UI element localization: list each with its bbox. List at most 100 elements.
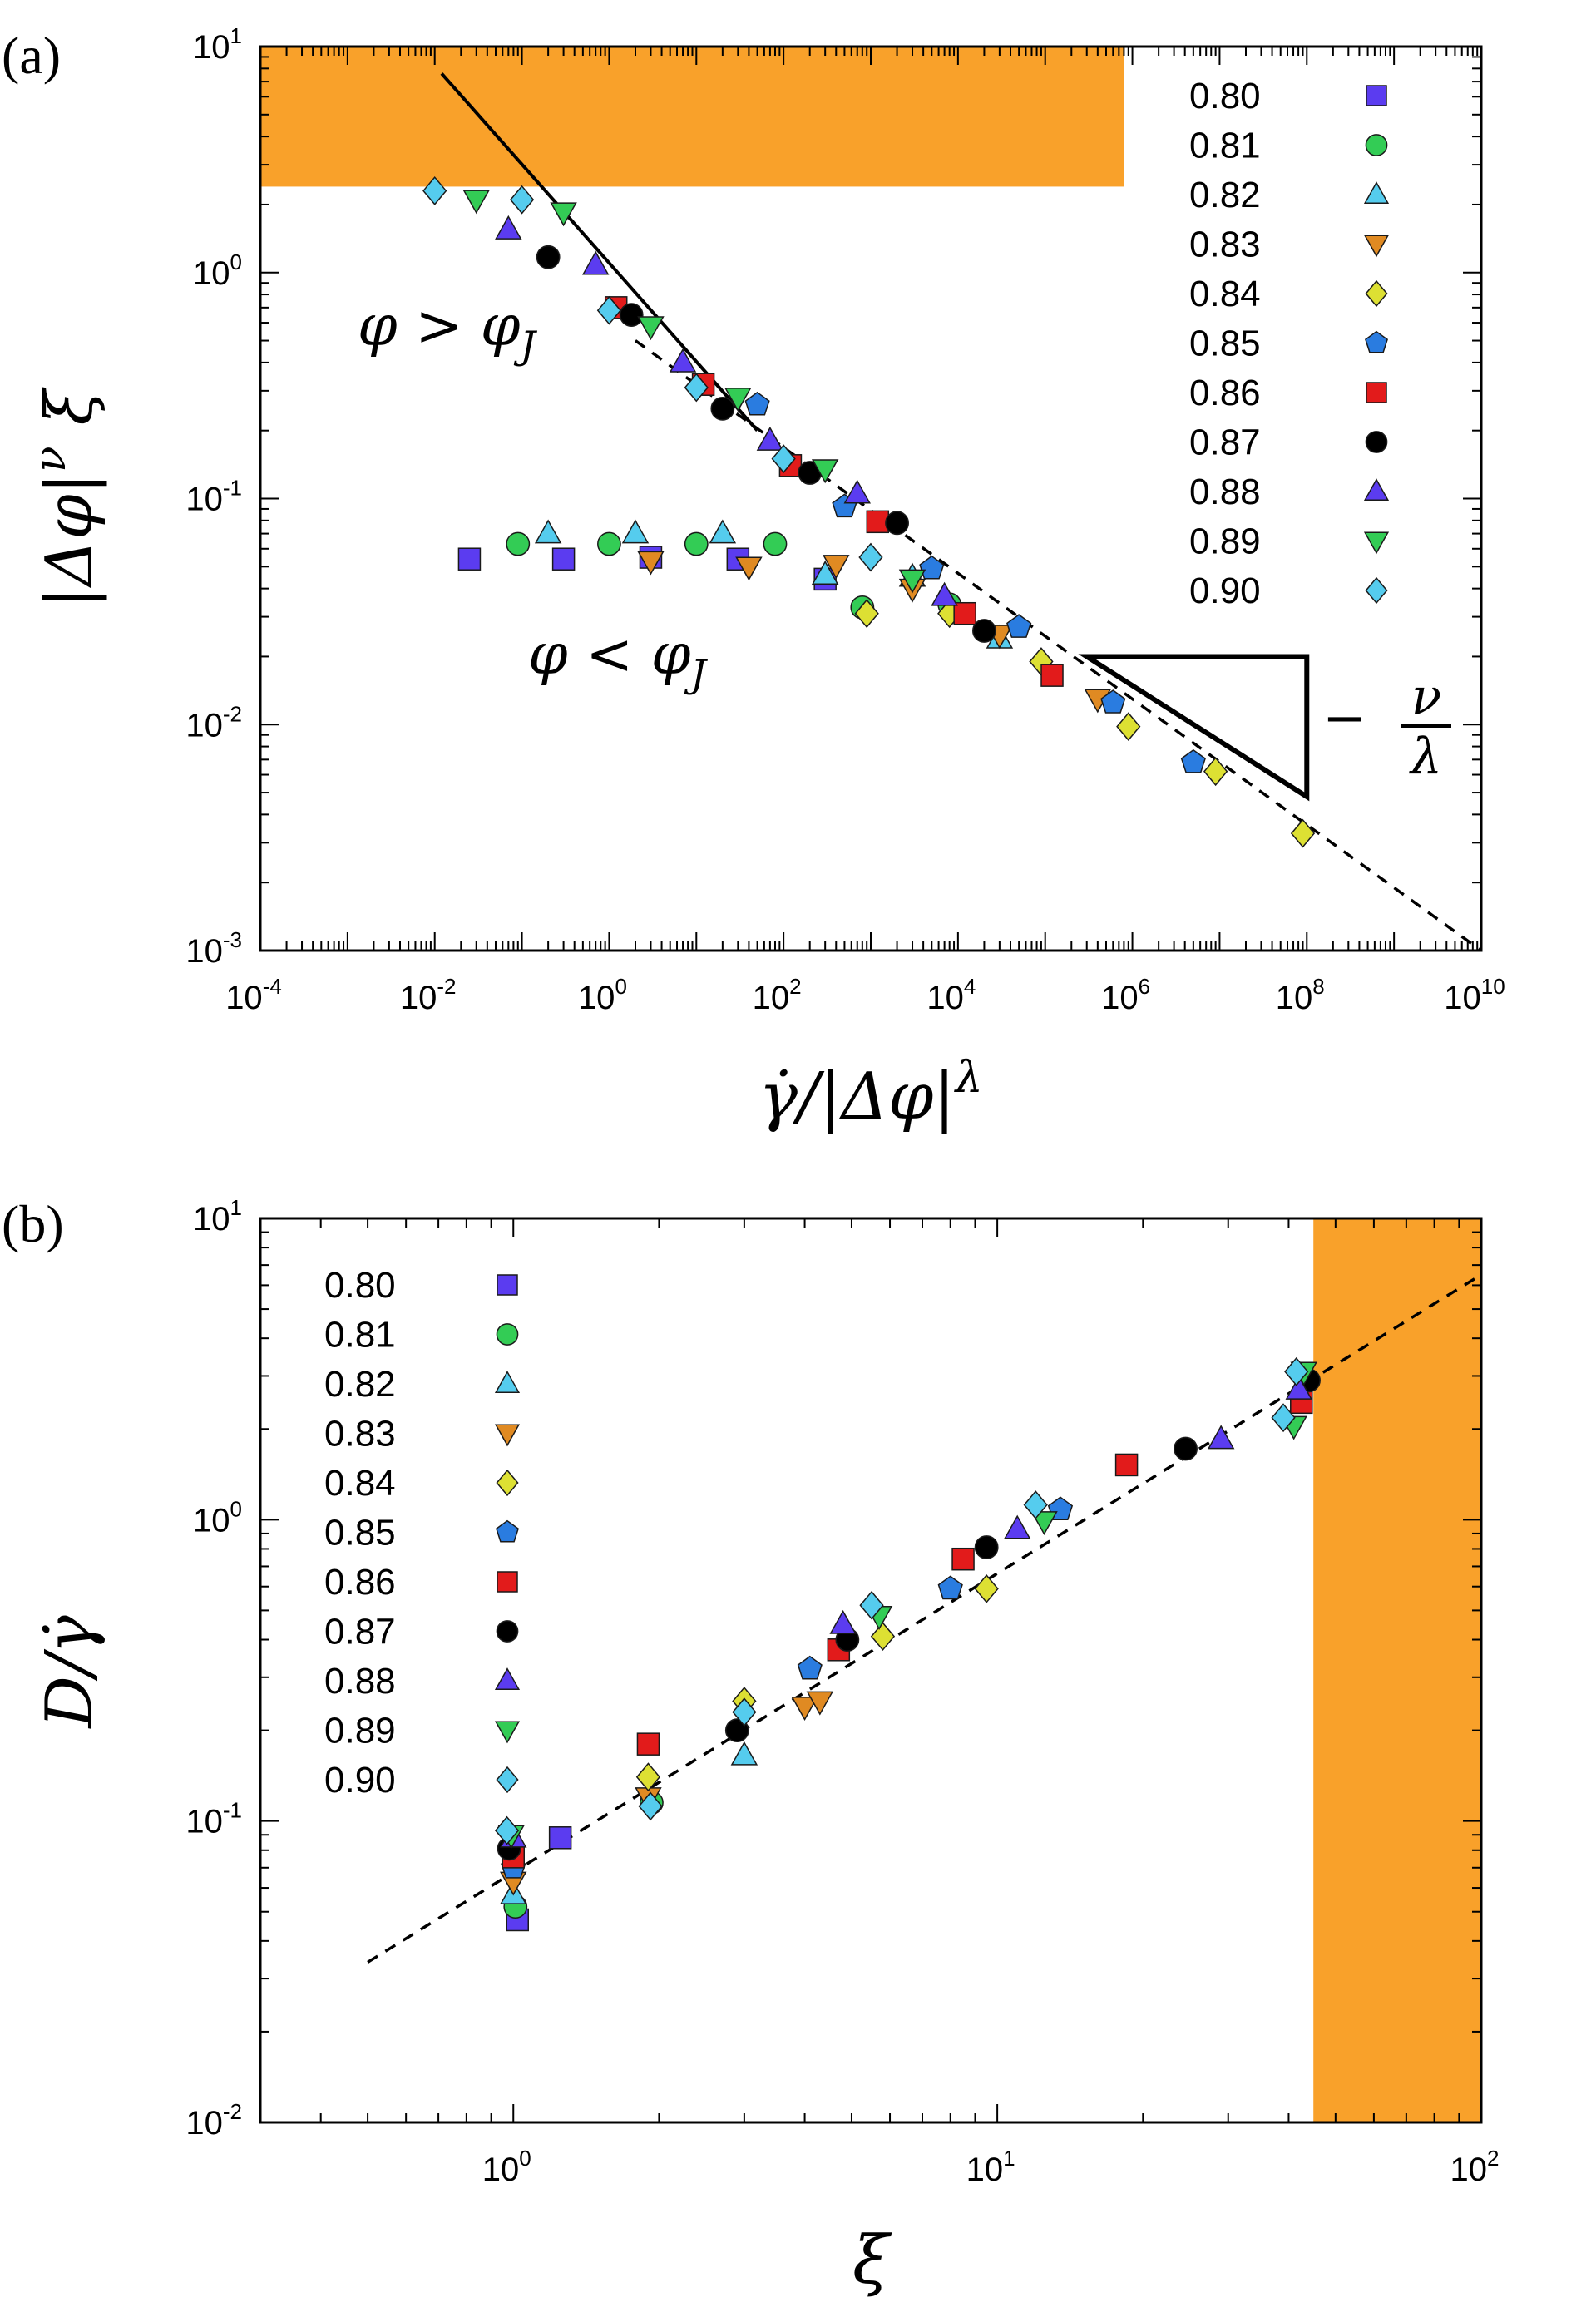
legend-marker xyxy=(494,1721,521,1744)
series-0.84 xyxy=(854,599,1316,848)
y-tick-label: 10-2 xyxy=(185,2099,242,2141)
data-point xyxy=(536,245,561,269)
x-tick-label: 1010 xyxy=(1444,974,1505,1016)
data-point xyxy=(669,348,697,373)
x-axis-label-b: ξ xyxy=(852,2221,892,2299)
legend-label: 0.86 xyxy=(1189,373,1261,413)
data-point xyxy=(1285,1375,1313,1400)
data-point xyxy=(732,1697,757,1727)
legend-marker xyxy=(496,1766,519,1794)
panel-a: (a) 10-4 10-2 100 102 104 106 108 1010 10-3 10-2… xyxy=(2,23,1505,1134)
series-0.89 xyxy=(462,190,926,594)
x-tick-label: 100 xyxy=(578,974,627,1016)
y-tick-label: 10-1 xyxy=(185,1798,242,1840)
data-point xyxy=(1271,1403,1296,1433)
data-point xyxy=(1203,757,1228,787)
y-tick-label: 10-2 xyxy=(185,701,242,743)
data-point xyxy=(756,426,784,451)
svg-text:ν: ν xyxy=(1411,668,1441,726)
data-point xyxy=(771,444,796,474)
legend-label: 0.88 xyxy=(1189,472,1261,512)
legend-label: 0.80 xyxy=(324,1265,396,1306)
legend-marker xyxy=(1366,85,1387,106)
series-0.88 xyxy=(495,215,958,606)
x-tick-label: 10-2 xyxy=(400,974,457,1016)
legend-label: 0.87 xyxy=(324,1612,396,1652)
svg-text:λ: λ xyxy=(1409,728,1442,786)
data-point xyxy=(763,531,788,556)
data-point xyxy=(457,547,482,571)
series-0.83 xyxy=(500,1691,834,1896)
data-point xyxy=(597,531,621,556)
data-point xyxy=(494,1815,520,1845)
legend-label: 0.87 xyxy=(1189,422,1261,463)
legend-marker xyxy=(1366,382,1387,403)
series-0.82 xyxy=(500,1741,758,1904)
legend-label: 0.80 xyxy=(1189,76,1261,116)
data-points-b xyxy=(494,1356,1321,1932)
data-point xyxy=(730,1741,758,1766)
legend-marker xyxy=(1365,330,1388,353)
data-point xyxy=(972,619,996,643)
legend-marker xyxy=(496,1620,519,1643)
data-point xyxy=(931,581,958,606)
legend-label: 0.89 xyxy=(1189,521,1261,562)
data-point xyxy=(621,519,650,544)
x-tick-label: 104 xyxy=(926,974,976,1016)
series-0.90 xyxy=(494,1356,1309,1845)
legend-label: 0.88 xyxy=(324,1661,396,1702)
x-tick-labels-a: 10-4 10-2 100 102 104 106 108 1010 xyxy=(225,974,1505,1016)
series-0.83 xyxy=(637,551,1112,714)
legend-label: 0.83 xyxy=(324,1414,396,1455)
legend-label: 0.89 xyxy=(324,1711,396,1751)
legend-marker xyxy=(497,1274,518,1296)
y-tick-label: 100 xyxy=(193,1496,242,1539)
x-tick-label: 102 xyxy=(753,974,802,1016)
data-point xyxy=(1290,818,1316,848)
data-point xyxy=(637,551,665,576)
x-tick-labels-b: 100 101 102 xyxy=(482,2146,1500,2188)
data-point xyxy=(823,555,850,580)
series-0.90 xyxy=(422,176,883,572)
legend-label: 0.85 xyxy=(324,1513,396,1554)
legend-label: 0.81 xyxy=(1189,126,1261,166)
data-point xyxy=(854,599,879,629)
data-point xyxy=(724,388,752,412)
y-tick-label: 101 xyxy=(193,23,242,66)
data-point xyxy=(744,391,770,416)
data-point xyxy=(1114,1453,1139,1477)
data-point xyxy=(619,303,644,327)
shaded-rect xyxy=(1313,1218,1481,2122)
data-point xyxy=(953,601,976,625)
series-0.87 xyxy=(536,245,996,643)
data-point xyxy=(898,569,926,594)
legend-label: 0.90 xyxy=(1189,571,1261,611)
data-point xyxy=(684,373,709,403)
data-point xyxy=(1180,748,1206,773)
y-tick-label: 100 xyxy=(193,249,242,292)
legend-label: 0.85 xyxy=(1189,324,1261,364)
data-point xyxy=(1030,1511,1058,1536)
svg-text:−: − xyxy=(1322,688,1367,749)
series-0.85 xyxy=(744,391,1206,773)
y-tick-labels-b: 10-2 10-1 100 101 xyxy=(185,1195,242,2141)
data-point xyxy=(859,1590,884,1620)
svg-text:D/γ̇: D/γ̇ xyxy=(32,1615,107,1730)
x-tick-label: 10-4 xyxy=(225,974,282,1016)
data-point xyxy=(1023,1490,1048,1519)
legend-marker xyxy=(1365,279,1388,308)
legend-b: 0.80 0.81 0.82 0.83 0.84 0.85 0.86 0.87 0.88 0.89… xyxy=(324,1265,521,1801)
dashed-guide-line xyxy=(634,339,1483,952)
data-point xyxy=(1207,1425,1235,1450)
legend-marker xyxy=(496,1323,519,1346)
annotation-phi-gt-phiJ: φ > φJ xyxy=(358,294,537,368)
legend-marker xyxy=(1363,235,1390,258)
legend-label: 0.83 xyxy=(1189,225,1261,265)
legend-a: 0.80 0.81 0.82 0.83 0.84 0.85 0.86 0.87 0.88 0.89… xyxy=(1189,76,1390,611)
data-point xyxy=(811,561,839,585)
series-0.88 xyxy=(500,1375,1313,1848)
data-point xyxy=(637,316,665,341)
data-point xyxy=(1284,1356,1309,1386)
data-point xyxy=(581,250,610,275)
